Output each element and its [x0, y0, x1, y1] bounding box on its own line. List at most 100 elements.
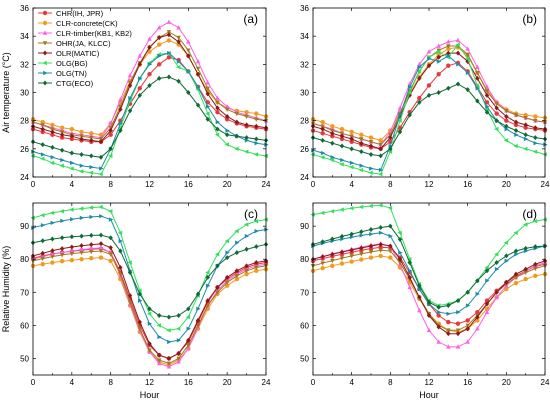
data-point: [118, 121, 123, 126]
data-point: [378, 245, 383, 250]
data-point: [147, 306, 152, 312]
data-point: [494, 118, 499, 124]
data-point: [368, 226, 374, 232]
y-tick-label: 50: [20, 354, 29, 363]
data-point: [378, 241, 383, 247]
data-point: [50, 260, 55, 265]
data-point: [475, 326, 480, 331]
data-point: [417, 286, 422, 292]
y-tick-label: 50: [300, 354, 309, 363]
data-point: [147, 341, 152, 347]
y-tick-label: 32: [300, 60, 309, 69]
data-point: [407, 84, 413, 90]
data-point: [69, 207, 74, 212]
data-point: [358, 204, 364, 210]
data-point: [118, 238, 123, 244]
data-point: [436, 313, 441, 318]
data-point: [98, 249, 104, 254]
data-point: [349, 259, 354, 264]
data-point: [205, 91, 210, 97]
data-point: [330, 155, 335, 160]
data-point: [118, 96, 123, 102]
x-tick-label: 12: [425, 180, 434, 189]
data-point: [417, 283, 422, 289]
data-point: [533, 261, 538, 267]
data-point: [157, 53, 162, 59]
legend-entry: OLG(BG): [38, 59, 88, 68]
data-point: [224, 274, 230, 280]
data-point: [205, 303, 210, 309]
data-point: [108, 153, 113, 159]
data-point: [137, 326, 142, 332]
data-point: [359, 140, 364, 146]
series-line: [312, 204, 546, 307]
data-point: [426, 49, 432, 54]
data-point: [349, 234, 355, 240]
data-point: [137, 61, 142, 67]
data-point: [98, 241, 104, 247]
data-point: [176, 39, 181, 45]
plot-frame: [312, 7, 546, 178]
data-point: [436, 304, 441, 310]
data-point: [205, 283, 211, 288]
data-point: [215, 290, 220, 295]
data-point: [89, 131, 94, 136]
data-point: [244, 269, 249, 274]
data-point: [59, 209, 64, 214]
y-tick-label: 90: [20, 222, 29, 231]
data-point: [195, 66, 201, 72]
data-point: [253, 218, 259, 224]
data-point: [446, 46, 451, 52]
data-point: [455, 344, 461, 349]
data-point: [436, 309, 442, 315]
data-point: [310, 152, 315, 157]
data-point: [127, 293, 133, 299]
data-point: [60, 157, 65, 163]
data-point: [513, 113, 519, 118]
data-point: [176, 359, 181, 364]
data-point: [70, 217, 75, 222]
data-point: [60, 218, 65, 224]
data-point: [59, 163, 64, 168]
data-point: [147, 44, 152, 50]
data-point: [214, 132, 220, 137]
data-point: [368, 203, 373, 209]
x-tick-label: 8: [388, 180, 393, 189]
data-point: [205, 116, 210, 122]
data-point: [446, 328, 451, 333]
data-point: [456, 62, 461, 67]
y-tick-label: 32: [20, 60, 29, 69]
data-point: [436, 339, 441, 344]
data-point: [455, 331, 461, 337]
data-point: [369, 231, 374, 237]
data-point: [254, 265, 259, 271]
y-tick-label: 24: [20, 173, 29, 182]
data-point: [475, 70, 480, 76]
x-tick-label: 0: [31, 378, 36, 387]
data-point: [368, 151, 374, 157]
data-point: [484, 309, 490, 314]
data-point: [533, 141, 538, 146]
data-point: [176, 78, 181, 84]
y-tick-label: 24: [300, 173, 309, 182]
data-point: [234, 268, 240, 274]
data-point: [186, 69, 191, 74]
data-point: [320, 239, 325, 245]
data-point: [397, 105, 403, 110]
data-point: [69, 150, 75, 156]
data-point: [378, 167, 384, 173]
data-point: [224, 283, 230, 288]
y-tick-label: 80: [20, 255, 29, 264]
data-point: [263, 217, 268, 222]
data-point: [215, 95, 220, 100]
series-CTG(ECO): [30, 232, 269, 320]
data-point: [127, 300, 133, 305]
x-tick-label: 12: [425, 378, 434, 387]
data-point: [484, 92, 490, 98]
data-point: [50, 144, 55, 150]
data-point: [205, 104, 211, 109]
data-point: [417, 64, 422, 70]
x-tick-label: 8: [108, 180, 113, 189]
data-point: [320, 261, 325, 266]
data-point: [484, 109, 490, 115]
